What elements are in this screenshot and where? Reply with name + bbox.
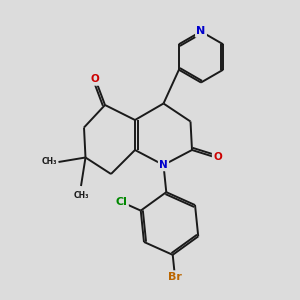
Text: N: N [196,26,206,37]
Text: N: N [159,160,168,170]
Text: Cl: Cl [116,197,127,207]
Text: O: O [90,74,99,85]
Text: CH₃: CH₃ [73,190,89,200]
Text: Br: Br [168,272,182,282]
Text: O: O [213,152,222,163]
Text: CH₃: CH₃ [41,158,57,166]
